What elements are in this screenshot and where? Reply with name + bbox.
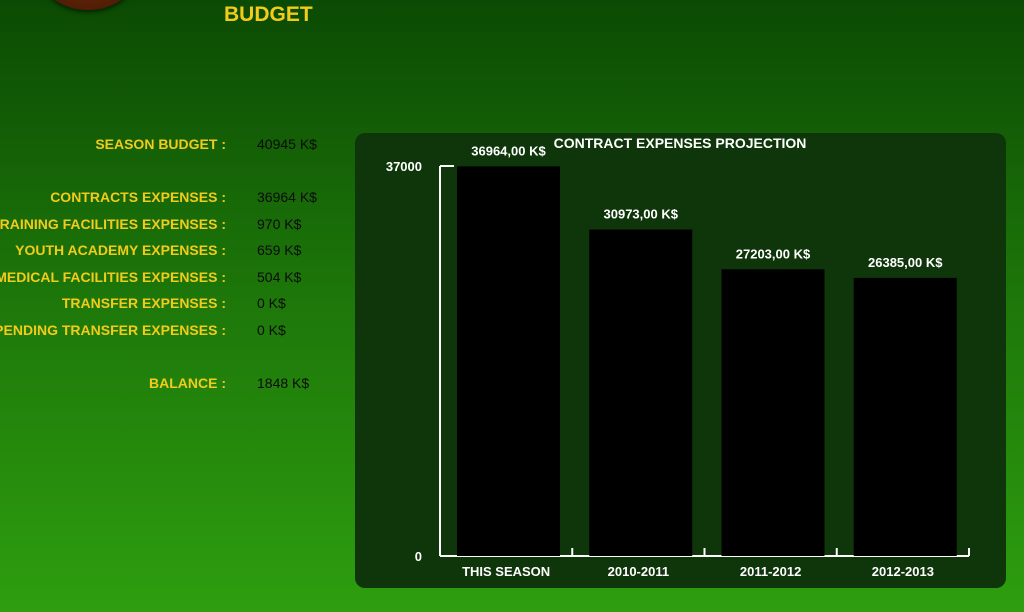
page-title: BUDGET bbox=[224, 3, 313, 26]
season-budget-label: SEASON BUDGET : bbox=[95, 136, 226, 152]
medical-facilities-expenses-value: 504 K$ bbox=[257, 269, 302, 285]
bar bbox=[457, 166, 560, 556]
pending-transfer-expenses-value: 0 K$ bbox=[257, 322, 286, 338]
contracts-expenses-label: CONTRACTS EXPENSES : bbox=[50, 189, 226, 205]
contracts-expenses-row: CONTRACTS EXPENSES : 36964 K$ bbox=[0, 189, 340, 209]
x-tick-label: THIS SEASON bbox=[462, 564, 550, 579]
training-facilities-expenses-row: TRAINING FACILITIES EXPENSES : 970 K$ bbox=[0, 216, 340, 236]
data-label: 36964,00 K$ bbox=[471, 143, 546, 158]
balance-label: BALANCE : bbox=[149, 375, 226, 391]
youth-academy-expenses-row: YOUTH ACADEMY EXPENSES : 659 K$ bbox=[0, 242, 340, 262]
bar bbox=[853, 277, 957, 556]
y-tick-label: 37000 bbox=[386, 159, 422, 174]
transfer-expenses-label: TRANSFER EXPENSES : bbox=[61, 295, 226, 311]
training-facilities-expenses-value: 970 K$ bbox=[257, 216, 302, 232]
medical-facilities-expenses-label: MEDICAL FACILITIES EXPENSES : bbox=[0, 269, 226, 285]
season-budget-row: SEASON BUDGET : 40945 K$ bbox=[0, 136, 340, 156]
transfer-expenses-value: 0 K$ bbox=[257, 295, 286, 311]
bar bbox=[721, 269, 825, 556]
contract-expenses-chart-panel: CONTRACT EXPENSES PROJECTION 0 37000 36964,… bbox=[355, 133, 1006, 588]
club-logo bbox=[40, 0, 136, 10]
transfer-expenses-row: TRANSFER EXPENSES : 0 K$ bbox=[0, 295, 340, 315]
youth-academy-expenses-value: 659 K$ bbox=[257, 242, 302, 258]
youth-academy-expenses-label: YOUTH ACADEMY EXPENSES : bbox=[15, 242, 226, 258]
contracts-expenses-value: 36964 K$ bbox=[257, 189, 317, 205]
pending-transfer-expenses-label: PENDING TRANSFER EXPENSES : bbox=[0, 322, 226, 338]
data-label: 26385,00 K$ bbox=[868, 255, 943, 270]
balance-value: 1848 K$ bbox=[257, 375, 310, 391]
medical-facilities-expenses-row: MEDICAL FACILITIES EXPENSES : 504 K$ bbox=[0, 269, 340, 289]
data-label: 27203,00 K$ bbox=[736, 246, 811, 261]
x-tick-label: 2010-2011 bbox=[608, 564, 669, 579]
y-tick-label: 0 bbox=[415, 549, 422, 564]
budget-summary: SEASON BUDGET : 40945 K$ CONTRACTS EXPEN… bbox=[0, 0, 340, 612]
pending-transfer-expenses-row: PENDING TRANSFER EXPENSES : 0 K$ bbox=[0, 322, 340, 342]
season-budget-value: 40945 K$ bbox=[257, 136, 317, 152]
balance-row: BALANCE : 1848 K$ bbox=[0, 375, 340, 395]
training-facilities-expenses-label: TRAINING FACILITIES EXPENSES : bbox=[0, 216, 226, 232]
x-tick-label: 2011-2012 bbox=[740, 564, 801, 579]
bar bbox=[589, 229, 693, 556]
contract-expenses-chart: CONTRACT EXPENSES PROJECTION 0 37000 36964,… bbox=[386, 135, 970, 579]
data-label: 30973,00 K$ bbox=[604, 207, 679, 222]
x-tick-label: 2012-2013 bbox=[872, 564, 934, 579]
chart-title: CONTRACT EXPENSES PROJECTION bbox=[554, 135, 807, 151]
